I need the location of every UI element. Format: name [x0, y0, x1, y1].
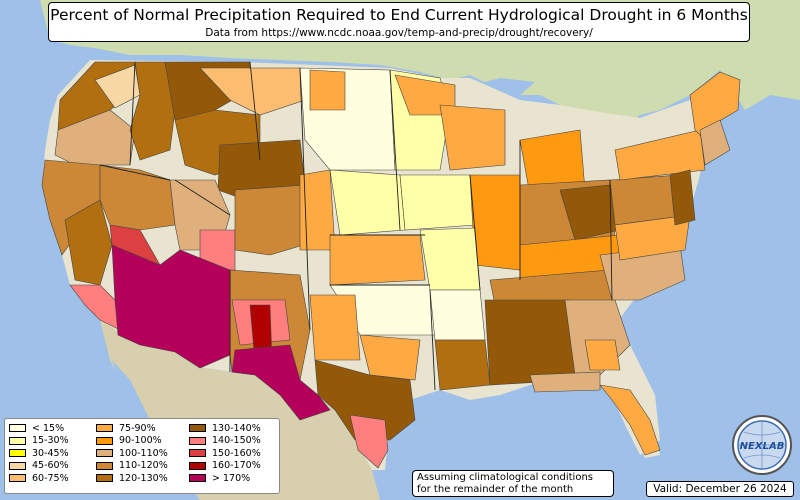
legend-label: 30-45%: [32, 447, 69, 459]
legend-item: 100-110%: [96, 447, 168, 460]
legend-label: 60-75%: [32, 472, 69, 484]
legend-item: 160-170%: [189, 460, 261, 473]
region-arkansas: [429, 289, 486, 341]
region-new-england: [689, 71, 741, 141]
region-florida: [599, 384, 661, 456]
legend-swatch: [189, 474, 206, 483]
legend-swatch: [189, 424, 206, 433]
legend-label: 140-150%: [212, 435, 261, 447]
region-missouri: [419, 227, 481, 291]
legend-item: 15-30%: [9, 435, 69, 448]
legend-item: 75-90%: [96, 422, 168, 435]
region-ga-orange: [584, 339, 621, 371]
region-central-tx: [359, 334, 421, 381]
legend-swatch: [9, 424, 26, 433]
legend-label: 110-120%: [119, 460, 168, 472]
legend-item: 130-140%: [189, 422, 261, 435]
region-nd-east: [309, 69, 346, 111]
legend-item: 45-60%: [9, 460, 69, 473]
legend-item: < 15%: [9, 422, 69, 435]
legend-swatch: [9, 474, 26, 483]
legend-item: 110-120%: [96, 460, 168, 473]
region-tx-panhandle: [309, 294, 361, 361]
legend-item: > 170%: [189, 472, 261, 485]
region-colorado: [234, 184, 321, 256]
legend-swatch: [9, 436, 26, 445]
legend-label: < 15%: [32, 422, 65, 434]
map-title: Percent of Normal Precipitation Required…: [50, 6, 748, 24]
state-borders: [99, 61, 613, 391]
region-utah-pink: [199, 229, 236, 271]
legend-label: 120-130%: [119, 472, 168, 484]
note-line-2: for the remainder of the month: [417, 484, 574, 495]
legend-swatch: [96, 436, 113, 445]
legend-item: 120-130%: [96, 472, 168, 485]
legend-item: 150-160%: [189, 447, 261, 460]
legend-label: 100-110%: [119, 447, 168, 459]
legend-item: 60-75%: [9, 472, 69, 485]
note-line-1: Assuming climatological conditions: [417, 472, 593, 483]
region-new-york: [614, 129, 706, 181]
valid-date: Valid: December 26 2024: [646, 481, 794, 497]
legend-label: 15-30%: [32, 435, 69, 447]
border-line: [99, 61, 613, 391]
legend-swatch: [189, 436, 206, 445]
region-w-texas: [231, 344, 331, 421]
legend-swatch: [9, 461, 26, 470]
region-louisiana: [434, 339, 491, 391]
region-nj-md: [669, 169, 696, 226]
legend-swatch: [96, 474, 113, 483]
legend-swatch: [96, 424, 113, 433]
legend-label: 45-60%: [32, 460, 69, 472]
legend-item: 140-150%: [189, 435, 261, 448]
title-box: Percent of Normal Precipitation Required…: [48, 2, 750, 42]
legend-label: 130-140%: [212, 422, 261, 434]
region-kansas: [329, 234, 426, 286]
region-nevada: [99, 164, 176, 231]
legend: < 15% 15-30% 30-45% 45-60% 60-75% 75-90% 90-1…: [4, 418, 280, 494]
region-e-texas: [314, 359, 416, 441]
assumption-note: Assuming climatological conditions for t…: [412, 470, 614, 497]
region-ne-coast: [699, 119, 731, 166]
legend-swatch: [96, 461, 113, 470]
drought-regions: [41, 61, 741, 469]
logo-text: NEXLAB: [740, 441, 785, 452]
legend-swatch: [9, 449, 26, 458]
legend-swatch: [96, 449, 113, 458]
region-s-texas: [349, 414, 389, 469]
legend-label: 150-160%: [212, 447, 261, 459]
legend-label: 90-100%: [119, 435, 162, 447]
region-nebraska: [329, 169, 406, 236]
legend-column-2: 75-90% 90-100% 100-110% 110-120% 120-130%: [96, 422, 168, 485]
region-wisconsin: [439, 104, 506, 171]
legend-label: 75-90%: [119, 422, 156, 434]
legend-label: 160-170%: [212, 460, 261, 472]
nexlab-logo: NEXLAB: [732, 415, 792, 475]
legend-label: > 170%: [212, 472, 251, 484]
region-iowa: [399, 174, 476, 231]
legend-swatch: [189, 449, 206, 458]
legend-column-3: 130-140% 140-150% 150-160% 160-170% > 170%: [189, 422, 261, 485]
region-arizona: [111, 244, 231, 369]
legend-item: 30-45%: [9, 447, 69, 460]
map-subtitle: Data from https://www.ncdc.noaa.gov/temp…: [205, 27, 593, 39]
region-central-cal: [64, 199, 113, 286]
legend-column-1: < 15% 15-30% 30-45% 45-60% 60-75%: [9, 422, 69, 485]
logo-meridians: [738, 421, 786, 469]
legend-swatch: [189, 461, 206, 470]
region-montana-east: [199, 67, 306, 116]
region-mississippi-alabama: [484, 299, 576, 386]
region-virginia: [614, 214, 691, 261]
legend-item: 90-100%: [96, 435, 168, 448]
region-fl-panhandle: [529, 371, 601, 393]
